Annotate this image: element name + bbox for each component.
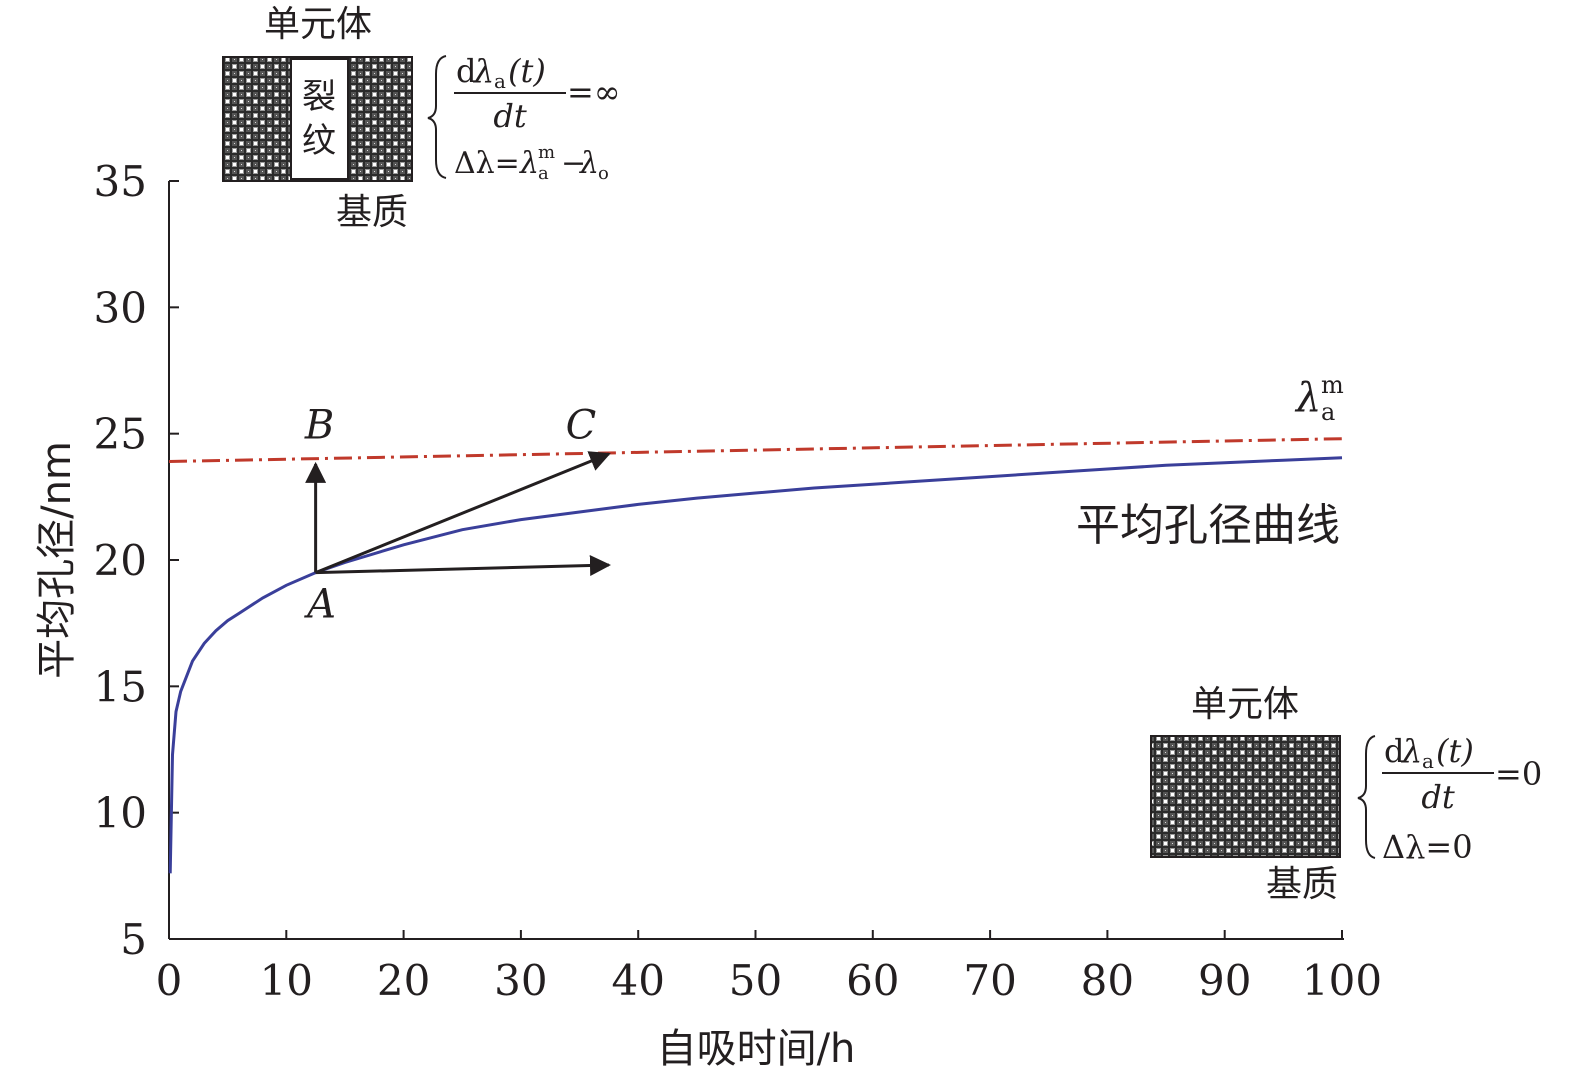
x-tick-label: 30 xyxy=(494,956,547,1005)
inset-top-eq2-lambda: λ xyxy=(519,146,539,181)
inset-bottom-eq1-lambda: λ xyxy=(1400,732,1422,770)
inset-top-brace xyxy=(427,55,447,179)
asymptote-label-sub: a xyxy=(1321,398,1335,426)
x-axis-label: 自吸时间/h xyxy=(657,1026,856,1072)
x-tick-label: 60 xyxy=(846,956,899,1005)
inset-bottom-eq1: d λ a (t) dt =0 xyxy=(1382,732,1542,816)
inset-top-eq1-sub: a xyxy=(494,69,506,93)
point-label-B: B xyxy=(304,403,334,449)
inset-top-eq2-minus: − xyxy=(561,146,586,181)
inset-top: 单元体 裂 纹 基质 d λ a (t) dt =∞ Δλ= λ a m − λ… xyxy=(222,4,620,233)
x-tick-label: 0 xyxy=(156,956,183,1005)
inset-bottom-base-label: 基质 xyxy=(1266,864,1338,905)
inset-top-eq2: Δλ= λ a m − λ o xyxy=(454,142,609,184)
inset-top-eq1-rhs: =∞ xyxy=(567,73,620,111)
inset-top-eq2-sup: m xyxy=(538,142,555,163)
x-tick-label: 10 xyxy=(260,956,313,1005)
asymptote-label: λ a m xyxy=(1294,371,1344,426)
x-tick-label: 40 xyxy=(611,956,664,1005)
inset-bottom-eq1-arg: (t) xyxy=(1436,732,1474,770)
y-tick-label: 20 xyxy=(94,536,147,585)
inset-bottom-title: 单元体 xyxy=(1191,684,1299,725)
x-tick-label: 50 xyxy=(729,956,782,1005)
arrows xyxy=(305,451,611,577)
inset-top-crack-label-1: 裂 xyxy=(302,77,336,117)
inset-bottom-eq1-sub: a xyxy=(1422,749,1434,773)
inset-bottom-eq1-rhs: =0 xyxy=(1495,755,1542,793)
inset-top-crack xyxy=(290,58,349,180)
asymptote-label-sup: m xyxy=(1321,371,1344,399)
y-axis-label: 平均孔径/nm xyxy=(34,441,80,679)
x-tick-label: 70 xyxy=(963,956,1016,1005)
inset-bottom-matrix xyxy=(1150,735,1341,858)
inset-bottom-eq1-d: d xyxy=(1384,732,1404,770)
y-tick-label: 30 xyxy=(94,283,147,332)
y-tick-label: 35 xyxy=(94,157,147,206)
inset-bottom-eq2: Δλ=0 xyxy=(1382,828,1473,866)
series-average-pore-size xyxy=(168,456,1343,874)
series-lambda-am xyxy=(168,437,1343,463)
inset-bottom-brace xyxy=(1357,735,1376,859)
inset-top-eq2-sub: a xyxy=(538,163,549,184)
inset-top-eq1-arg: (t) xyxy=(508,52,546,90)
x-tick-label: 20 xyxy=(377,956,430,1005)
y-tick-label: 10 xyxy=(94,789,147,838)
y-tick-label: 25 xyxy=(94,410,147,459)
point-label-C: C xyxy=(566,403,597,449)
inset-top-base-label: 基质 xyxy=(336,192,408,233)
inset-top-eq2-sub2: o xyxy=(598,163,609,184)
x-tick-label: 90 xyxy=(1198,956,1251,1005)
inset-top-eq2-lambda2: λ xyxy=(579,146,599,181)
y-tick-label: 5 xyxy=(120,915,147,964)
arrow-3 xyxy=(315,555,611,577)
inset-bottom-eq1-den: dt xyxy=(1421,778,1454,816)
arrow-2 xyxy=(315,451,611,575)
point-label-A: A xyxy=(303,582,336,628)
inset-bottom: 单元体 基质 d λ a (t) dt =0 Δλ=0 xyxy=(1150,684,1542,905)
inset-top-eq1-d: d xyxy=(456,52,476,90)
y-ticks: 5 10 15 20 25 30 35 xyxy=(94,157,179,964)
asymptote-label-symbol: λ xyxy=(1294,375,1321,421)
x-tick-label: 100 xyxy=(1302,956,1382,1005)
inset-top-eq1-lambda: λ xyxy=(472,52,494,90)
x-ticks: 0 10 20 30 40 50 60 70 80 90 100 xyxy=(156,930,1382,1005)
inset-top-eq1: d λ a (t) dt =∞ xyxy=(454,52,620,135)
inset-top-eq1-den: dt xyxy=(493,97,526,135)
curve-label: 平均孔径曲线 xyxy=(1076,500,1340,551)
y-tick-label: 15 xyxy=(94,662,147,711)
inset-top-eq2-prefix: Δλ= xyxy=(454,146,520,181)
x-tick-label: 80 xyxy=(1081,956,1134,1005)
inset-top-crack-label-2: 纹 xyxy=(302,121,336,161)
inset-top-title: 单元体 xyxy=(264,4,372,45)
